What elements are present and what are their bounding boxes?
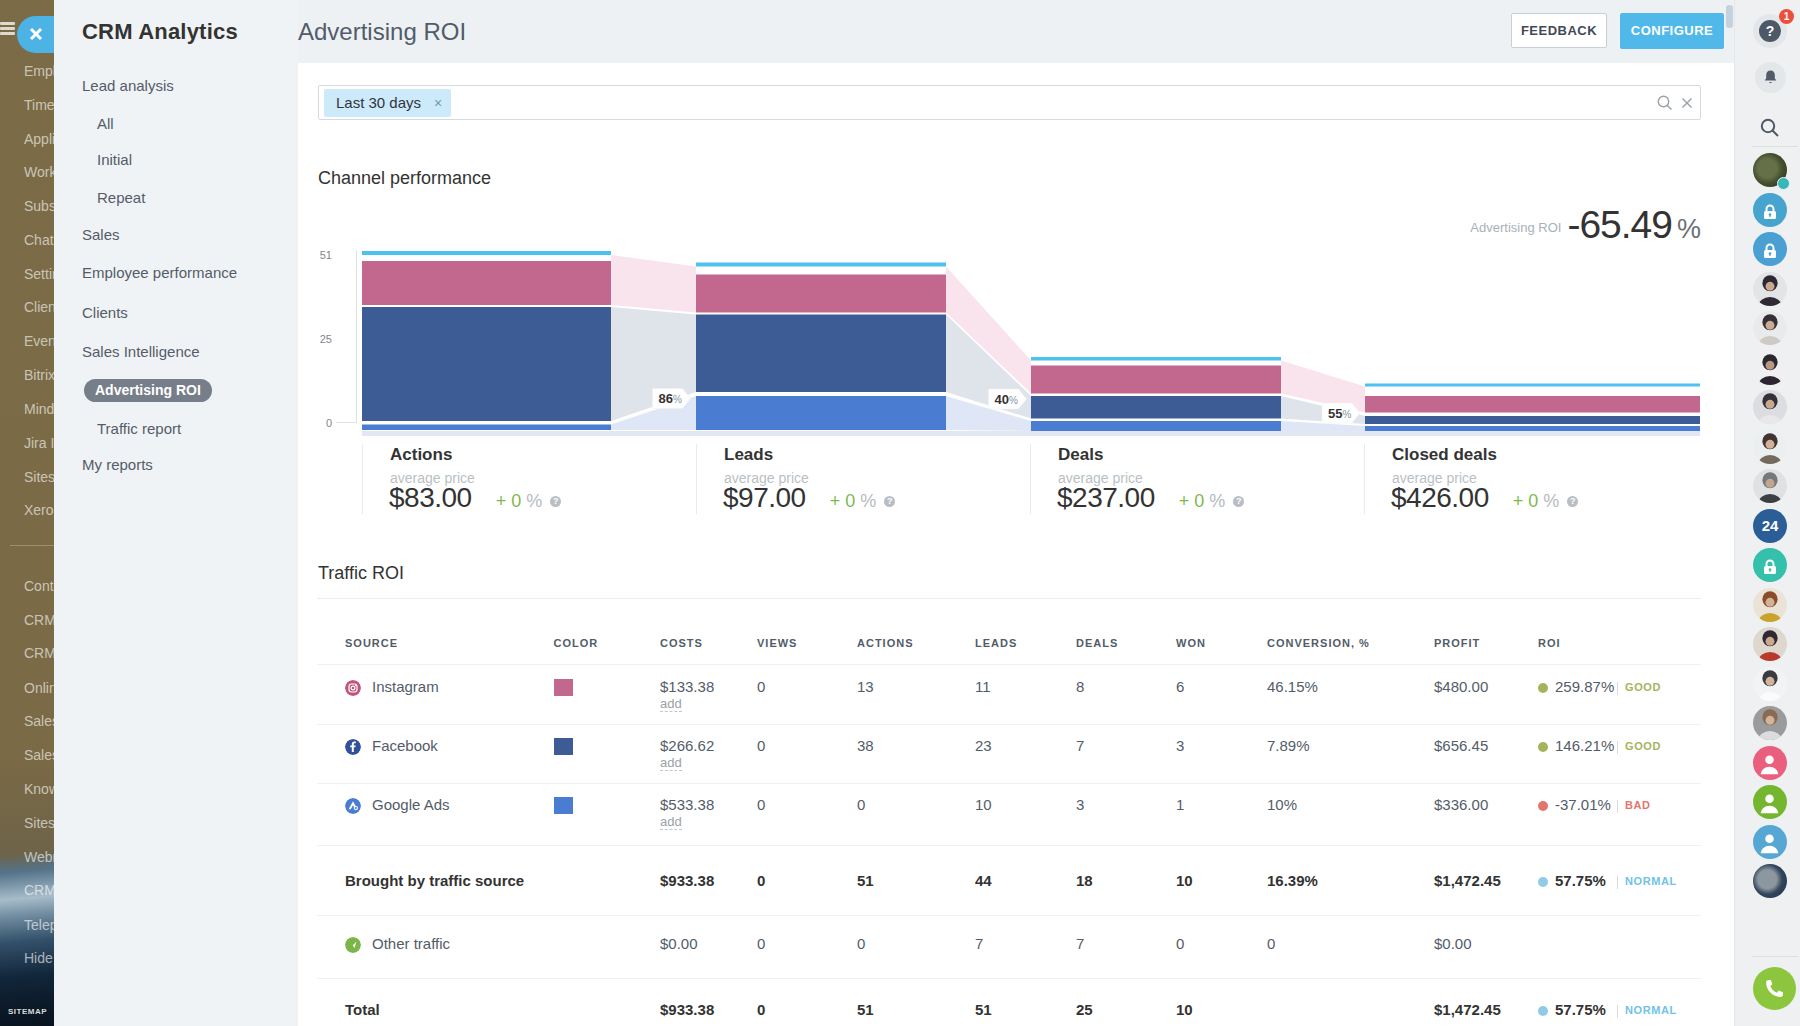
svg-text:86%: 86% (659, 391, 682, 406)
svg-text:55%: 55% (1328, 406, 1351, 421)
svg-text:40%: 40% (995, 392, 1018, 407)
